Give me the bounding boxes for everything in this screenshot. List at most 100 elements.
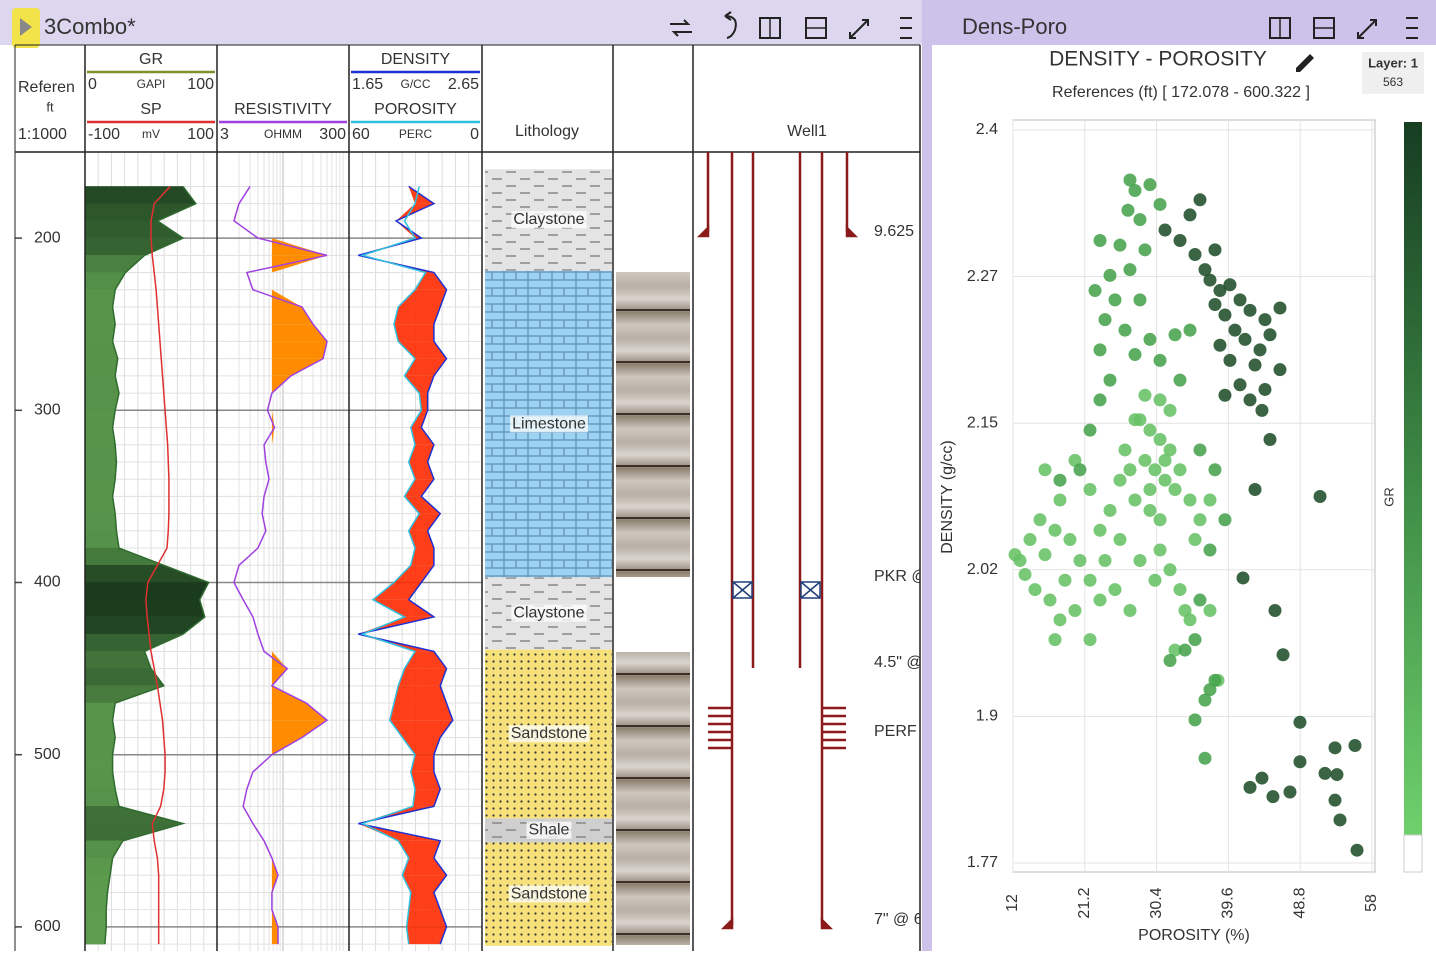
gr-fill	[84, 720, 116, 738]
colorbar	[1404, 122, 1422, 835]
data-point	[1093, 343, 1107, 357]
x-axis-label: POROSITY (%)	[1138, 927, 1250, 944]
data-point	[1143, 503, 1157, 517]
gr-fill	[84, 892, 108, 910]
menu-icon[interactable]	[1406, 17, 1418, 39]
gr-fill	[84, 461, 117, 480]
data-point	[1063, 533, 1077, 547]
track-name: RESISTIVITY	[234, 101, 332, 118]
data-point	[1236, 571, 1250, 585]
data-point	[1218, 308, 1232, 322]
data-point	[1073, 553, 1087, 567]
data-point	[1128, 184, 1142, 198]
scale-min: 60	[352, 126, 370, 143]
scale-unit: G/CC	[401, 77, 431, 91]
gr-fill	[84, 754, 113, 773]
data-point	[1153, 393, 1167, 407]
data-point	[1083, 573, 1097, 587]
data-point	[1293, 715, 1307, 729]
core-photo	[616, 272, 690, 577]
data-point	[1248, 483, 1262, 497]
scale-unit: OHMM	[264, 127, 302, 141]
depth-label: 200	[34, 229, 61, 246]
gr-fill	[84, 272, 126, 291]
lithology-label-bg	[510, 415, 589, 433]
gr-fill	[84, 392, 120, 411]
data-point	[1198, 751, 1212, 765]
depth-label: 400	[34, 574, 61, 591]
crossover-shading	[410, 771, 441, 790]
data-point	[1168, 328, 1182, 342]
gr-fill	[84, 651, 152, 669]
data-point	[1088, 284, 1102, 298]
expand-icon	[20, 18, 32, 36]
data-point	[1133, 553, 1147, 567]
gr-fill	[84, 806, 184, 824]
data-point	[1328, 741, 1342, 755]
data-point	[1128, 348, 1142, 362]
data-point	[1093, 393, 1107, 407]
undo-icon[interactable]	[724, 11, 737, 39]
scale-max: 300	[319, 126, 346, 143]
divider	[922, 0, 932, 951]
data-point	[1238, 332, 1252, 346]
data-point	[1313, 490, 1327, 503]
data-point	[1333, 813, 1347, 827]
crossover-shading	[408, 513, 441, 531]
swap-icon[interactable]	[670, 19, 692, 37]
crossover-shading	[398, 341, 447, 359]
data-point	[1203, 273, 1217, 287]
crossover-shading	[398, 668, 447, 686]
data-point	[1093, 234, 1107, 248]
right-title: Dens-Poro	[962, 14, 1067, 39]
data-point	[1268, 604, 1282, 618]
data-point	[1098, 553, 1112, 567]
data-point	[1218, 388, 1232, 402]
x-tick-label: 39.6	[1220, 887, 1237, 918]
left-title: 3Combo*	[44, 14, 136, 39]
data-point	[1108, 293, 1122, 307]
data-point	[1158, 473, 1172, 487]
data-point	[1163, 403, 1177, 417]
menu-icon[interactable]	[900, 17, 912, 39]
maximize-icon[interactable]	[849, 19, 869, 39]
data-point	[1193, 593, 1207, 607]
gr-fill	[84, 323, 116, 342]
data-point	[1263, 432, 1277, 446]
log-curve	[104, 185, 210, 945]
edit-icon[interactable]	[1296, 54, 1314, 72]
lithology-label-bg	[526, 821, 572, 839]
resistivity-shading	[271, 324, 328, 342]
data-point	[1103, 503, 1117, 517]
data-point	[1188, 533, 1202, 547]
log-curve	[358, 185, 454, 945]
data-point	[1168, 483, 1182, 497]
crossover-shading	[404, 479, 434, 497]
data-point	[1103, 373, 1117, 387]
data-point	[1203, 604, 1217, 618]
data-point	[1243, 780, 1257, 794]
well-labels: 9.625 PKR @ 4.5" @ PERF 7" @ 6	[874, 223, 923, 928]
data-point	[1213, 284, 1227, 298]
well-annotation: 7" @ 6	[874, 911, 923, 928]
scale-max: 100	[187, 76, 214, 93]
data-point	[1038, 463, 1052, 477]
log-curve	[359, 186, 427, 945]
data-point	[1173, 583, 1187, 597]
data-point	[1118, 323, 1132, 337]
data-point	[1118, 443, 1132, 457]
data-point	[1193, 513, 1207, 527]
maximize-icon[interactable]	[1357, 19, 1377, 39]
data-point	[1153, 353, 1167, 367]
scale-min: 0	[88, 76, 97, 93]
data-point	[1033, 513, 1047, 527]
lithology-label: Sandstone	[511, 725, 588, 742]
crossover-shading	[410, 410, 428, 428]
crossover-shading	[410, 427, 434, 445]
gr-fill	[84, 788, 120, 807]
resistivity-shading	[271, 255, 328, 273]
data-point	[1053, 493, 1067, 507]
data-point	[1193, 193, 1207, 207]
